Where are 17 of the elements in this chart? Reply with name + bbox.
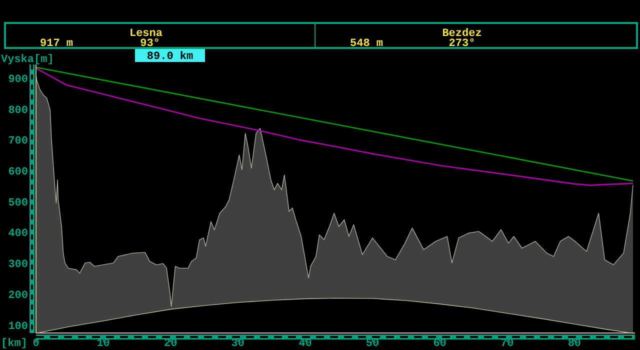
text: 89.0 km bbox=[146, 51, 194, 63]
y-tick-label: 800 bbox=[8, 104, 28, 117]
text: 917 m bbox=[40, 38, 74, 50]
y-tick-label: 300 bbox=[8, 259, 28, 272]
y-tick-label: 100 bbox=[8, 320, 28, 333]
text: 93° bbox=[140, 38, 160, 50]
y-tick-label: 500 bbox=[8, 197, 28, 210]
text: 548 m bbox=[350, 38, 384, 50]
text: Bezdez bbox=[442, 28, 482, 40]
y-axis-title: Vyska[m] bbox=[1, 54, 54, 66]
x-axis-title: [km] bbox=[1, 338, 28, 350]
y-tick-label: 400 bbox=[8, 228, 28, 240]
text: 273° bbox=[448, 38, 476, 50]
y-tick-label: 200 bbox=[8, 290, 28, 302]
y-tick-label: 600 bbox=[8, 166, 28, 179]
y-tick-label: 900 bbox=[8, 74, 28, 86]
y-tick-label: 700 bbox=[8, 136, 28, 148]
